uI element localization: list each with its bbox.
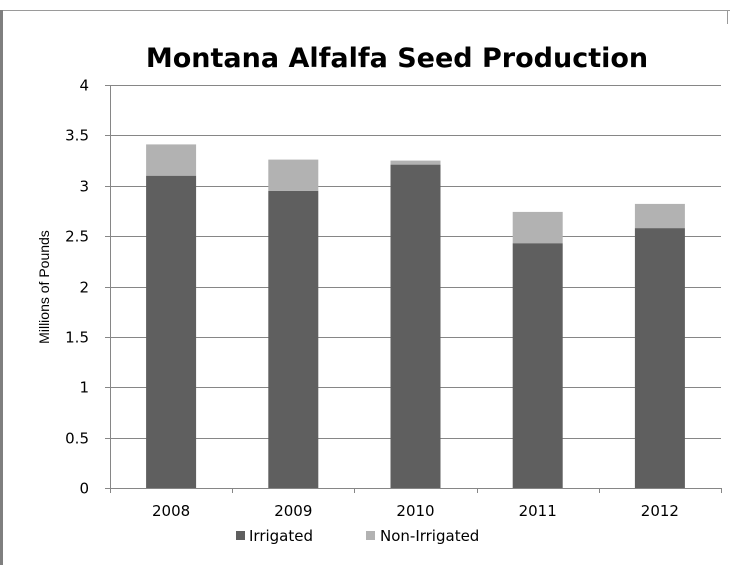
y-tick-label: 1: [79, 379, 89, 397]
legend-label-irrigated: Irrigated: [249, 527, 313, 545]
chart-frame-top-border: [0, 10, 730, 11]
axes: [105, 85, 722, 493]
bar-2008-irrigated: [146, 175, 197, 488]
y-tick-label: 3: [79, 178, 89, 196]
bar-2012-irrigated: [634, 228, 685, 488]
legend-item-non-irrigated: Non-Irrigated: [366, 527, 479, 545]
x-tick-label: 2011: [519, 502, 557, 520]
x-tick-label: 2009: [274, 502, 312, 520]
legend-swatch-non-irrigated: [366, 531, 375, 540]
bar-2010-irrigated: [390, 164, 441, 488]
bars: [146, 144, 685, 489]
y-tick-label: 2: [79, 279, 89, 297]
y-tick-labels: 0 0.5 1 1.5 2 2.5 3 3.5 4: [65, 77, 89, 498]
x-tick-label: 2008: [152, 502, 190, 520]
y-tick-label: 4: [79, 77, 89, 95]
bar-2011-irrigated: [512, 243, 563, 488]
legend-label-non-irrigated: Non-Irrigated: [380, 527, 479, 545]
bar-2008-non-irrigated: [146, 144, 197, 176]
bar-2009-irrigated: [268, 190, 319, 489]
y-tick-label: 3.5: [65, 127, 89, 145]
x-tick-label: 2010: [396, 502, 434, 520]
x-tick-label: 2012: [641, 502, 679, 520]
bar-2009-non-irrigated: [268, 159, 319, 191]
chart-frame-left-border: [0, 10, 3, 565]
x-tick-labels: 2008 2009 2010 2011 2012: [152, 502, 679, 520]
bar-2012-non-irrigated: [634, 203, 685, 229]
legend: Irrigated Non-Irrigated: [236, 527, 479, 545]
y-tick-label: 0: [79, 480, 89, 498]
bar-2011-non-irrigated: [512, 211, 563, 244]
legend-swatch-irrigated: [236, 531, 245, 540]
chart-frame-right-border: [727, 10, 728, 24]
legend-item-irrigated: Irrigated: [236, 527, 313, 545]
y-tick-label: 0.5: [65, 430, 89, 448]
y-axis-label: Millions of Pounds: [36, 230, 52, 344]
y-tick-label: 1.5: [65, 329, 89, 347]
bar-2010-non-irrigated: [390, 160, 441, 165]
chart-title: Montana Alfalfa Seed Production: [146, 43, 648, 74]
y-tick-label: 2.5: [65, 228, 89, 246]
